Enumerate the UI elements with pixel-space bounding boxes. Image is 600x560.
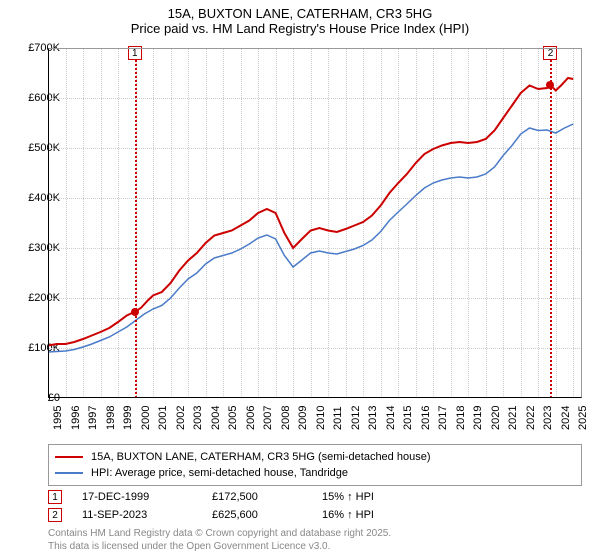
chart-container: 15A, BUXTON LANE, CATERHAM, CR3 5HG Pric… (0, 0, 600, 560)
xtick-label: 2011 (332, 406, 344, 430)
xtick-label: 1999 (122, 406, 134, 430)
marker-date-2: 11-SEP-2023 (82, 509, 212, 521)
xtick-label: 2023 (542, 406, 554, 430)
xtick-label: 2020 (490, 406, 502, 430)
xtick-label: 2021 (507, 406, 519, 430)
xtick-label: 2007 (262, 406, 274, 430)
xtick-label: 2009 (297, 406, 309, 430)
xtick-label: 2001 (157, 406, 169, 430)
xtick-label: 2005 (227, 406, 239, 430)
legend: 15A, BUXTON LANE, CATERHAM, CR3 5HG (sem… (48, 444, 582, 486)
plot-border (48, 48, 582, 398)
xtick-label: 1998 (105, 406, 117, 430)
xtick-label: 2018 (455, 406, 467, 430)
xtick-label: 1996 (70, 406, 82, 430)
marker-box-1: 1 (48, 490, 62, 504)
plot-area: 12 (48, 48, 582, 398)
legend-item-1: 15A, BUXTON LANE, CATERHAM, CR3 5HG (sem… (55, 449, 575, 465)
marker-pct-2: 16% ↑ HPI (322, 509, 432, 521)
xtick-label: 1997 (87, 406, 99, 430)
footer-line1: Contains HM Land Registry data © Crown c… (48, 528, 391, 541)
legend-label-2: HPI: Average price, semi-detached house,… (91, 467, 348, 479)
footer-line2: This data is licensed under the Open Gov… (48, 541, 391, 554)
xtick-label: 2024 (560, 406, 572, 430)
xtick-label: 2022 (525, 406, 537, 430)
xtick-label: 2008 (280, 406, 292, 430)
title-line1: 15A, BUXTON LANE, CATERHAM, CR3 5HG (0, 6, 600, 21)
marker-price-2: £625,600 (212, 509, 322, 521)
xtick-label: 2004 (210, 406, 222, 430)
legend-swatch-1 (55, 456, 83, 458)
marker-box-2: 2 (48, 508, 62, 522)
markers-table: 1 17-DEC-1999 £172,500 15% ↑ HPI 2 11-SE… (48, 488, 432, 524)
legend-swatch-2 (55, 472, 83, 474)
title-line2: Price paid vs. HM Land Registry's House … (0, 21, 600, 36)
xtick-label: 2003 (192, 406, 204, 430)
marker-row-2: 2 11-SEP-2023 £625,600 16% ↑ HPI (48, 506, 432, 524)
xtick-label: 2006 (245, 406, 257, 430)
marker-row-1: 1 17-DEC-1999 £172,500 15% ↑ HPI (48, 488, 432, 506)
title-block: 15A, BUXTON LANE, CATERHAM, CR3 5HG Pric… (0, 0, 600, 36)
xtick-label: 2013 (367, 406, 379, 430)
xtick-label: 2019 (472, 406, 484, 430)
xtick-label: 2025 (577, 406, 589, 430)
xtick-label: 2016 (420, 406, 432, 430)
xtick-label: 2000 (140, 406, 152, 430)
xtick-label: 2014 (385, 406, 397, 430)
xtick-label: 1995 (52, 406, 64, 430)
xtick-label: 2010 (315, 406, 327, 430)
footer-attribution: Contains HM Land Registry data © Crown c… (48, 528, 391, 553)
xtick-label: 2012 (350, 406, 362, 430)
marker-price-1: £172,500 (212, 491, 322, 503)
legend-item-2: HPI: Average price, semi-detached house,… (55, 465, 575, 481)
xtick-label: 2017 (437, 406, 449, 430)
marker-pct-1: 15% ↑ HPI (322, 491, 432, 503)
marker-date-1: 17-DEC-1999 (82, 491, 212, 503)
legend-label-1: 15A, BUXTON LANE, CATERHAM, CR3 5HG (sem… (91, 451, 431, 463)
xtick-label: 2002 (175, 406, 187, 430)
xtick-label: 2015 (402, 406, 414, 430)
